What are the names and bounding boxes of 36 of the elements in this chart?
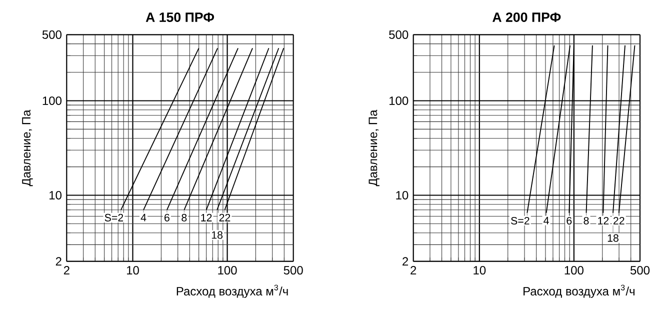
x-tick-label: 10 [126, 266, 139, 275]
series-label: 8 [182, 214, 187, 222]
series-label: 8 [584, 217, 589, 225]
x-axis-title: Расход воздуха м$^{3}$/ч [176, 284, 288, 298]
chart-title: A 150 ПРФ [146, 12, 214, 22]
x-tick-label: 2 [410, 266, 416, 275]
x-tick-label: 100 [218, 266, 237, 275]
text: 18 [608, 234, 618, 242]
x-tick-label: 10 [474, 266, 486, 275]
y-axis-title: Давление, Па [368, 110, 380, 186]
series-label: 6 [164, 214, 170, 222]
series-label: 4 [140, 214, 146, 222]
y-tick-label: 2 [56, 257, 62, 266]
x-tick-label: 500 [630, 266, 650, 275]
text: 18 [212, 231, 223, 239]
y-tick-label: 2 [402, 257, 408, 266]
y-tick-label: 10 [50, 191, 62, 200]
series-label: 12 [201, 214, 212, 222]
series-label: 4 [544, 217, 549, 224]
y-tick-label: 500 [389, 30, 408, 40]
x-tick-label: 500 [284, 266, 303, 275]
y-axis-title: Давление, Па [22, 110, 33, 186]
y-tick-label: 100 [42, 96, 62, 106]
x-tick-label: 2 [64, 266, 70, 275]
chart-title: A 200 ПРФ [492, 12, 561, 22]
series-label: S=2 [104, 214, 124, 222]
series-label: 12 [598, 217, 609, 225]
y-tick-label: 100 [390, 96, 408, 106]
series-label: 6 [566, 217, 572, 225]
x-tick-label: 100 [564, 266, 584, 275]
series-label: S=2 [511, 217, 530, 225]
x-axis-title: Расход воздуха м$^{3}$/ч [524, 284, 634, 298]
series-label: 22 [219, 214, 230, 222]
series-label: 22 [614, 217, 624, 225]
y-tick-label: 500 [42, 30, 62, 40]
y-tick-label: 10 [396, 191, 408, 200]
